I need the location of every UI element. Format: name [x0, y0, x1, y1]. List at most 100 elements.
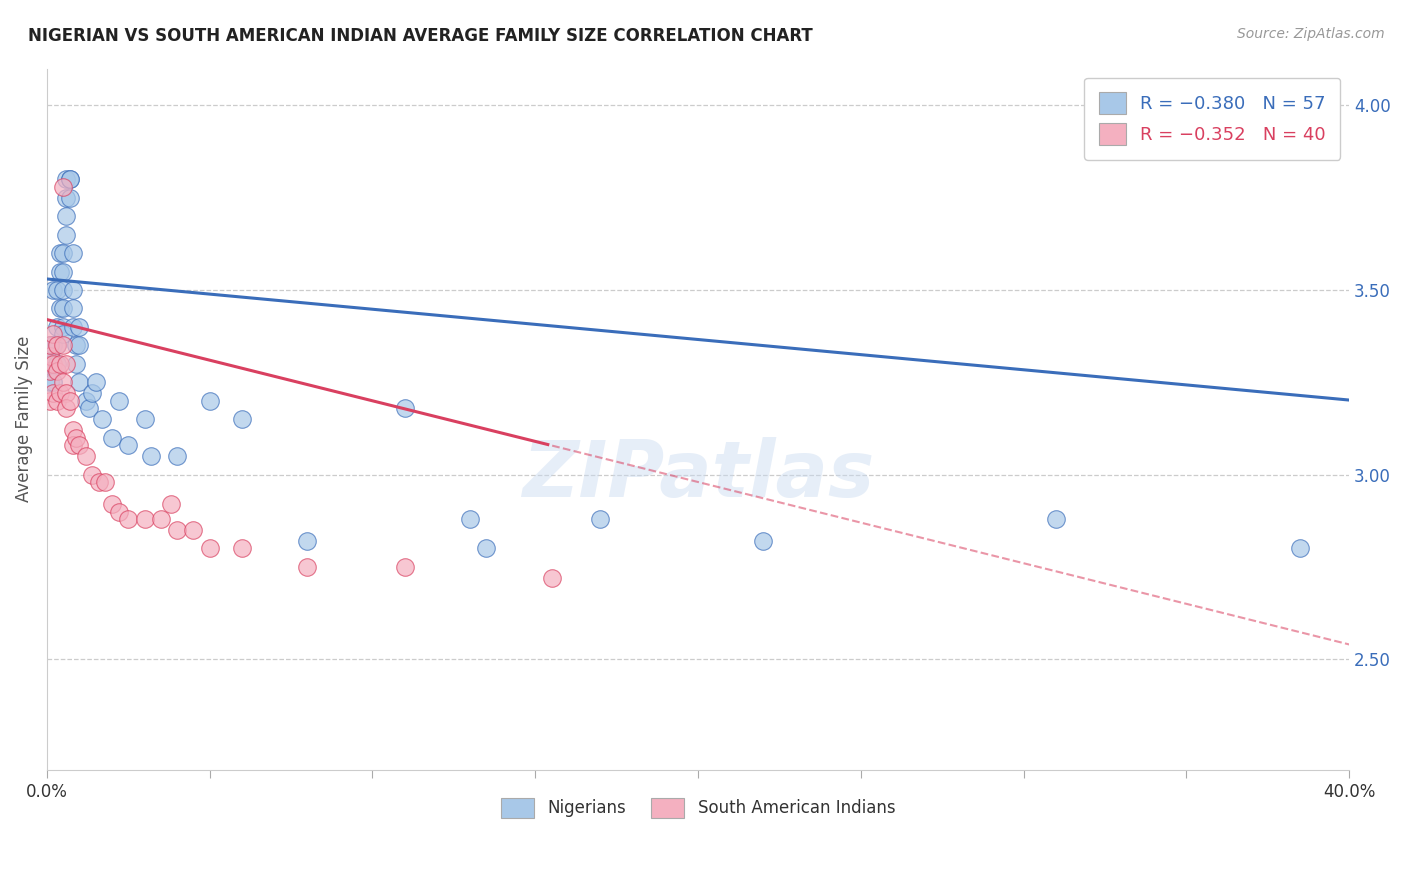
- Point: [52, 320, 75, 334]
- Point: [198, 393, 221, 408]
- Point: [62, 423, 84, 437]
- Point: [49, 264, 72, 278]
- Point: [39, 357, 62, 371]
- Point: [166, 449, 188, 463]
- Point: [198, 541, 221, 556]
- Point: [107, 504, 129, 518]
- Point: [52, 246, 75, 260]
- Point: [1045, 512, 1067, 526]
- Point: [55, 172, 77, 186]
- Point: [52, 338, 75, 352]
- Point: [65, 431, 87, 445]
- Point: [39, 376, 62, 390]
- Point: [52, 264, 75, 278]
- Point: [39, 393, 62, 408]
- Point: [55, 227, 77, 242]
- Point: [42, 338, 65, 352]
- Point: [52, 327, 75, 342]
- Point: [540, 571, 562, 585]
- Point: [101, 497, 124, 511]
- Text: Source: ZipAtlas.com: Source: ZipAtlas.com: [1237, 27, 1385, 41]
- Point: [45, 357, 67, 371]
- Point: [45, 320, 67, 334]
- Point: [52, 376, 75, 390]
- Point: [39, 350, 62, 364]
- Point: [62, 438, 84, 452]
- Point: [231, 412, 253, 426]
- Point: [55, 357, 77, 371]
- Point: [49, 357, 72, 371]
- Point: [231, 541, 253, 556]
- Point: [1289, 541, 1312, 556]
- Point: [55, 401, 77, 416]
- Point: [183, 523, 205, 537]
- Text: NIGERIAN VS SOUTH AMERICAN INDIAN AVERAGE FAMILY SIZE CORRELATION CHART: NIGERIAN VS SOUTH AMERICAN INDIAN AVERAG…: [28, 27, 813, 45]
- Point: [117, 438, 139, 452]
- Point: [62, 320, 84, 334]
- Point: [42, 327, 65, 342]
- Point: [117, 512, 139, 526]
- Point: [87, 475, 110, 489]
- Point: [62, 301, 84, 316]
- Point: [69, 438, 91, 452]
- Legend: Nigerians, South American Indians: Nigerians, South American Indians: [494, 791, 903, 825]
- Point: [82, 386, 104, 401]
- Point: [394, 401, 416, 416]
- Point: [42, 357, 65, 371]
- Point: [39, 338, 62, 352]
- Point: [49, 246, 72, 260]
- Point: [45, 364, 67, 378]
- Point: [82, 467, 104, 482]
- Point: [589, 512, 612, 526]
- Point: [45, 393, 67, 408]
- Y-axis label: Average Family Size: Average Family Size: [15, 336, 32, 502]
- Point: [166, 523, 188, 537]
- Point: [49, 386, 72, 401]
- Point: [101, 431, 124, 445]
- Point: [75, 449, 97, 463]
- Point: [134, 512, 156, 526]
- Point: [42, 376, 65, 390]
- Point: [458, 512, 481, 526]
- Point: [42, 386, 65, 401]
- Point: [394, 560, 416, 574]
- Point: [55, 386, 77, 401]
- Point: [42, 338, 65, 352]
- Point: [52, 283, 75, 297]
- Point: [297, 534, 319, 549]
- Point: [59, 191, 82, 205]
- Point: [55, 191, 77, 205]
- Point: [52, 179, 75, 194]
- Point: [77, 401, 100, 416]
- Point: [39, 338, 62, 352]
- Point: [45, 338, 67, 352]
- Point: [45, 338, 67, 352]
- Point: [75, 393, 97, 408]
- Point: [107, 393, 129, 408]
- Point: [42, 283, 65, 297]
- Point: [62, 283, 84, 297]
- Point: [45, 283, 67, 297]
- Point: [39, 364, 62, 378]
- Point: [59, 172, 82, 186]
- Point: [59, 393, 82, 408]
- Point: [49, 301, 72, 316]
- Point: [65, 357, 87, 371]
- Point: [149, 512, 172, 526]
- Point: [84, 376, 107, 390]
- Point: [59, 172, 82, 186]
- Point: [91, 412, 114, 426]
- Text: ZIPatlas: ZIPatlas: [522, 437, 875, 514]
- Point: [65, 338, 87, 352]
- Point: [159, 497, 181, 511]
- Point: [62, 246, 84, 260]
- Point: [69, 338, 91, 352]
- Point: [752, 534, 775, 549]
- Point: [94, 475, 117, 489]
- Point: [475, 541, 498, 556]
- Point: [69, 320, 91, 334]
- Point: [297, 560, 319, 574]
- Point: [139, 449, 162, 463]
- Point: [69, 376, 91, 390]
- Point: [134, 412, 156, 426]
